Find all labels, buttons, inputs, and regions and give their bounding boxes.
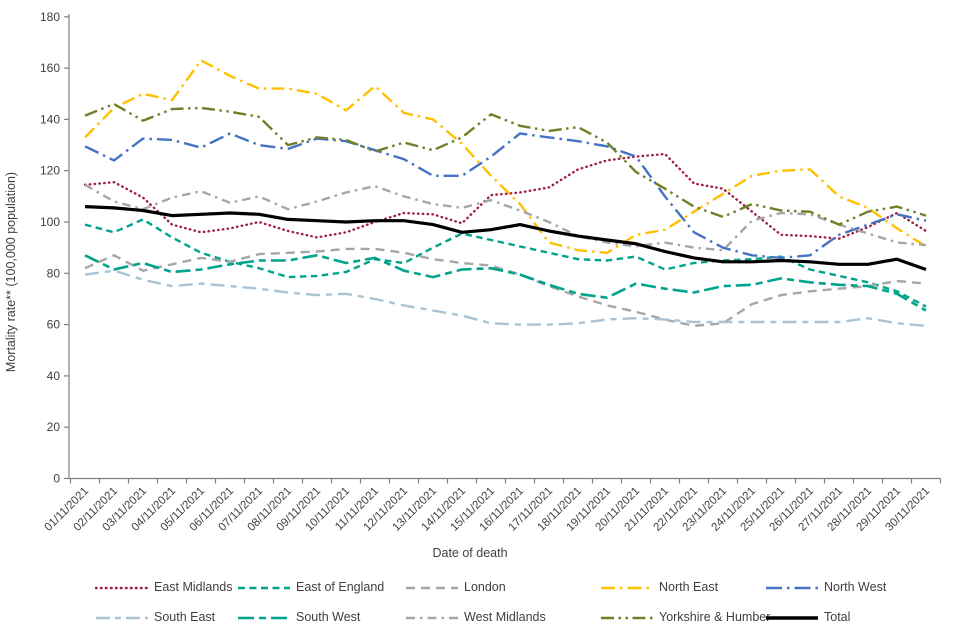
legend-item-west-midlands: West Midlands [405,610,546,624]
legend-swatch-north-east-icon [600,581,654,593]
series-line-south-west [84,254,927,312]
plot-area: 0 20 40 60 80 100 120 140 160 180 01/11/2021 02/11/… [4,10,942,560]
y-axis-tick-label: 120 [40,164,60,178]
y-axis-tick-label: 40 [47,369,61,383]
legend-item-yorkshire-humber: Yorkshire & Humber [600,610,770,624]
legend-item-north-east: North East [600,580,718,594]
legend-item-north-west: North West [765,580,886,594]
legend-label: South West [296,610,361,624]
legend-swatch-yorkshire-humber-icon [600,611,654,623]
legend-swatch-north-west-icon [765,581,819,593]
legend-label: East of England [296,580,385,594]
y-axis-tick-label: 60 [47,318,61,332]
series-line-west-midlands [84,183,927,252]
legend: East Midlands East of England London North … [0,572,960,638]
legend-label: South East [154,610,216,624]
series-line-total [84,205,927,272]
legend-swatch-south-east-icon [95,611,149,623]
legend-label: North East [659,580,719,594]
y-axis-tick-label: 140 [40,112,60,126]
series-line-south-east [84,269,927,328]
series-line-east-midlands [83,152,928,240]
plot-svg: 02040608010012014016018001/11/202102/11/… [4,10,942,560]
legend-swatch-east-of-england-icon [237,581,291,593]
legend-item-east-midlands: East Midlands [94,580,233,594]
legend-swatch-east-midlands-icon [94,581,150,593]
y-axis-tick-label: 100 [40,215,60,229]
series-line-yorkshire-humber [84,102,927,226]
y-axis-tick-label: 180 [40,10,60,24]
legend-item-total: Total [765,610,850,624]
y-axis-tick-label: 0 [53,472,60,486]
legend-swatch-west-midlands-icon [405,611,459,623]
legend-label: East Midlands [154,580,233,594]
series-line-london [84,247,927,328]
legend-item-east-of-england: East of England [237,580,384,594]
y-axis-tick-label: 80 [47,266,61,280]
legend-swatch-total-icon [765,611,819,623]
series-line-east-of-england [84,218,927,308]
legend-item-south-west: South West [237,610,360,624]
legend-item-south-east: South East [95,610,215,624]
legend-label: Yorkshire & Humber [659,610,771,624]
series-line-north-east [84,59,927,255]
y-axis-tick-label: 160 [40,61,60,75]
y-axis-tick-label: 20 [47,420,61,434]
legend-swatch-south-west-icon [237,611,291,623]
legend-item-london: London [405,580,506,594]
y-axis-title: Mortality rate** (100,000 population) [4,172,18,372]
legend-label: Total [824,610,851,624]
legend-label: London [464,580,506,594]
legend-label: North West [824,580,887,594]
legend-swatch-london-icon [405,581,459,593]
series-line-north-west [84,132,927,260]
x-axis-title: Date of death [432,546,507,560]
legend-label: West Midlands [464,610,546,624]
